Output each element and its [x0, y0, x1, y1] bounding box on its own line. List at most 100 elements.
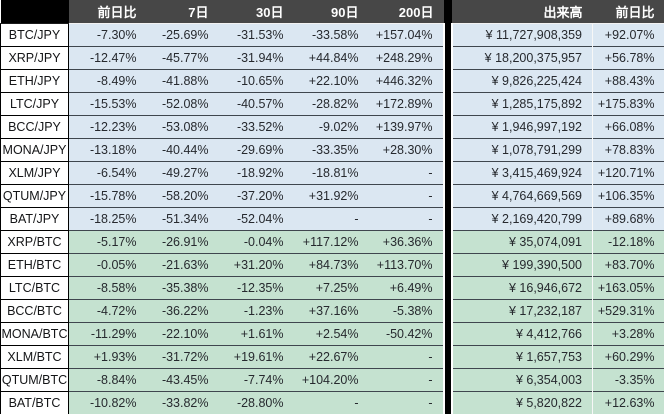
- volume-change-1d-cell: +106.35%: [592, 183, 664, 207]
- change-200d-cell: -: [368, 160, 444, 184]
- table-row: BAT/BTC -10.82% -33.82% -28.80% - - ¥ 5,820,82…: [0, 390, 664, 414]
- change-1d-cell: -10.82%: [68, 390, 147, 414]
- change-1d-cell: -12.47%: [68, 45, 147, 69]
- section-divider: [442, 207, 453, 230]
- volume-cell: ¥ 1,078,791,299: [451, 137, 593, 161]
- change-200d-cell: -: [368, 206, 444, 230]
- volume-cell: ¥ 1,285,175,892: [451, 91, 593, 115]
- volume-change-1d-cell: +89.68%: [592, 206, 664, 230]
- change-90d-cell: +2.54%: [293, 321, 369, 345]
- change-1d-cell: -13.18%: [68, 137, 147, 161]
- col-header-200d: 200日: [368, 0, 444, 24]
- volume-change-1d-cell: +120.71%: [592, 160, 664, 184]
- pair-name-cell: LTC/JPY: [0, 91, 69, 115]
- change-30d-cell: +1.61%: [218, 321, 294, 345]
- change-90d-cell: -33.35%: [293, 137, 369, 161]
- section-divider: [442, 92, 453, 115]
- change-30d-cell: -31.94%: [218, 45, 294, 69]
- change-90d-cell: +22.67%: [293, 344, 369, 368]
- section-divider: [442, 391, 453, 414]
- change-200d-cell: +6.49%: [368, 275, 444, 299]
- volume-cell: ¥ 2,169,420,799: [451, 206, 593, 230]
- change-7d-cell: -52.08%: [146, 91, 219, 115]
- pair-name-cell: BTC/JPY: [0, 22, 69, 46]
- change-1d-cell: -8.84%: [68, 367, 147, 391]
- change-200d-cell: +113.70%: [368, 252, 444, 276]
- volume-change-1d-cell: +78.83%: [592, 137, 664, 161]
- volume-change-1d-cell: +60.29%: [592, 344, 664, 368]
- table-row: XRP/BTC -5.17% -26.91% -0.04% +117.12% +36.36…: [0, 229, 664, 253]
- volume-cell: ¥ 199,390,500: [451, 252, 593, 276]
- volume-cell: ¥ 4,412,766: [451, 321, 593, 345]
- change-30d-cell: -37.20%: [218, 183, 294, 207]
- table-row: XLM/BTC +1.93% -31.72% +19.61% +22.67% - ¥ 1,6…: [0, 344, 664, 368]
- table-row: BCC/JPY -12.23% -53.08% -33.52% -9.02% +139.9…: [0, 114, 664, 138]
- change-7d-cell: -58.20%: [146, 183, 219, 207]
- section-divider: [442, 184, 453, 207]
- volume-cell: ¥ 35,074,091: [451, 229, 593, 253]
- change-90d-cell: +44.84%: [293, 45, 369, 69]
- change-90d-cell: +31.92%: [293, 183, 369, 207]
- change-200d-cell: +139.97%: [368, 114, 444, 138]
- section-divider: [442, 230, 453, 253]
- change-30d-cell: -40.57%: [218, 91, 294, 115]
- change-200d-cell: -5.38%: [368, 298, 444, 322]
- section-divider: [442, 161, 453, 184]
- change-7d-cell: -40.44%: [146, 137, 219, 161]
- btc-pairs-section: XRP/BTC -5.17% -26.91% -0.04% +117.12% +36.36…: [0, 229, 664, 414]
- pair-name-cell: XLM/BTC: [0, 344, 69, 368]
- change-200d-cell: +446.32%: [368, 68, 444, 92]
- change-1d-cell: -8.49%: [68, 68, 147, 92]
- volume-change-1d-cell: +163.05%: [592, 275, 664, 299]
- table-row: MONA/BTC -11.29% -22.10% +1.61% +2.54% -50.42…: [0, 321, 664, 345]
- pair-name-cell: BAT/BTC: [0, 390, 69, 414]
- pair-name-cell: XLM/JPY: [0, 160, 69, 184]
- table-row: LTC/JPY -15.53% -52.08% -40.57% -28.82% +172.…: [0, 91, 664, 115]
- change-200d-cell: -: [368, 367, 444, 391]
- volume-change-1d-cell: +3.28%: [592, 321, 664, 345]
- volume-cell: ¥ 1,946,997,192: [451, 114, 593, 138]
- section-divider: [442, 23, 453, 46]
- volume-change-1d-cell: +175.83%: [592, 91, 664, 115]
- volume-change-1d-cell: +92.07%: [592, 23, 664, 46]
- change-30d-cell: -33.52%: [218, 114, 294, 138]
- change-200d-cell: +28.30%: [368, 137, 444, 161]
- volume-change-1d-cell: +12.63%: [592, 390, 664, 414]
- change-90d-cell: -: [293, 206, 369, 230]
- change-1d-cell: -15.78%: [68, 183, 147, 207]
- volume-change-1d-cell: +83.70%: [592, 252, 664, 276]
- change-7d-cell: -41.88%: [146, 68, 219, 92]
- section-divider: [442, 69, 453, 92]
- volume-cell: ¥ 17,232,187: [451, 298, 593, 322]
- change-200d-cell: +157.04%: [368, 23, 444, 46]
- change-7d-cell: -35.38%: [146, 275, 219, 299]
- change-90d-cell: +104.20%: [293, 367, 369, 391]
- pair-name-cell: LTC/BTC: [0, 275, 69, 299]
- change-1d-cell: -7.30%: [68, 23, 147, 46]
- change-7d-cell: -21.63%: [146, 252, 219, 276]
- change-90d-cell: -33.58%: [293, 23, 369, 46]
- volume-change-1d-cell: -12.18%: [592, 229, 664, 253]
- col-header-volume: 出来高: [451, 0, 593, 24]
- change-90d-cell: -28.82%: [293, 91, 369, 115]
- pair-name-cell: QTUM/BTC: [0, 367, 69, 391]
- change-1d-cell: -8.58%: [68, 275, 147, 299]
- table-row: BCC/BTC -4.72% -36.22% -1.23% +37.16% -5.38% ¥…: [0, 298, 664, 322]
- volume-cell: ¥ 1,657,753: [451, 344, 593, 368]
- volume-cell: ¥ 5,820,822: [451, 390, 593, 414]
- table-row: LTC/BTC -8.58% -35.38% -12.35% +7.25% +6.49% ¥…: [0, 275, 664, 299]
- table-row: QTUM/JPY -15.78% -58.20% -37.20% +31.92% - ¥ 4…: [0, 183, 664, 207]
- change-7d-cell: -36.22%: [146, 298, 219, 322]
- change-90d-cell: +84.73%: [293, 252, 369, 276]
- pair-name-cell: BAT/JPY: [0, 206, 69, 230]
- col-header-volume-change-1d: 前日比: [592, 0, 664, 24]
- col-header-90d: 90日: [293, 0, 369, 24]
- change-200d-cell: +248.29%: [368, 45, 444, 69]
- table-row: ETH/JPY -8.49% -41.88% -10.65% +22.10% +446.3…: [0, 68, 664, 92]
- volume-change-1d-cell: +88.43%: [592, 68, 664, 92]
- change-30d-cell: -12.35%: [218, 275, 294, 299]
- table-row: BTC/JPY -7.30% -25.69% -31.53% -33.58% +157.0…: [0, 22, 664, 46]
- change-30d-cell: -10.65%: [218, 68, 294, 92]
- pair-name-cell: XRP/JPY: [0, 45, 69, 69]
